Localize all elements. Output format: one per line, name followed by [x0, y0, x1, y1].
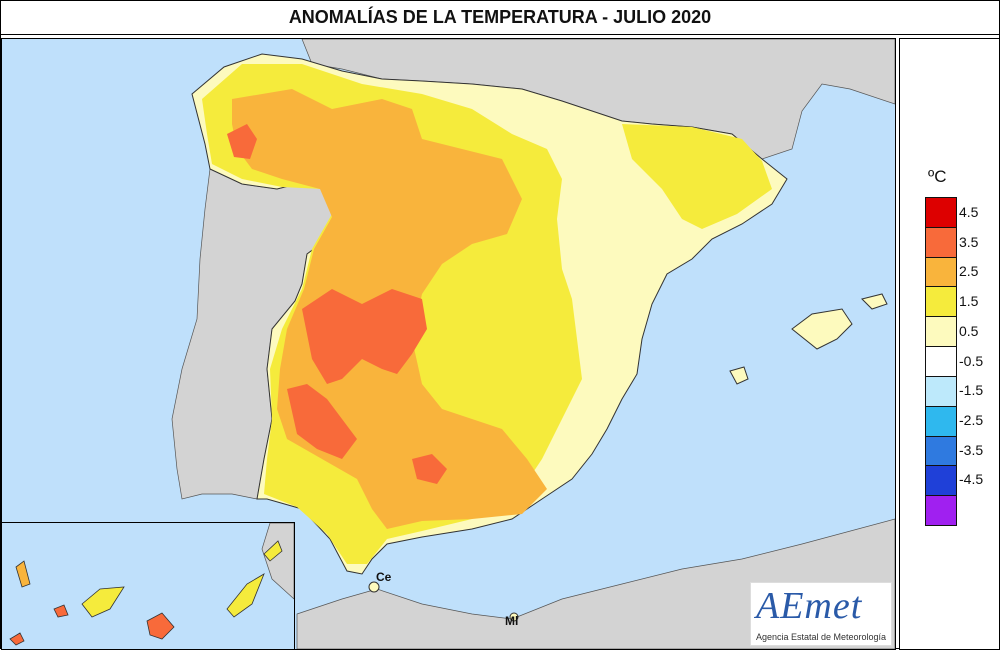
balearic-islands: [791, 308, 853, 350]
canary-island-tenerife: [81, 586, 125, 618]
aemet-logo-wordmark: AEmet: [756, 585, 863, 627]
legend-tick-label: -0.5: [959, 352, 984, 369]
canary-island-fuerteventura: [226, 573, 265, 618]
legend-tick-label: 2.5: [959, 263, 979, 280]
legend-swatch: [926, 287, 956, 318]
ceuta-label: Ce: [376, 570, 392, 584]
legend-tick-label: -1.5: [959, 382, 984, 399]
legend-swatch: [926, 257, 956, 288]
legend-unit: ºC: [928, 167, 947, 186]
canary-island-lagomera: [53, 604, 69, 618]
legend-tick-label: 3.5: [959, 233, 979, 250]
canary-island-lapalma: [15, 560, 31, 588]
aemet-logo: AEmet Agencia Estatal de Meteorología: [750, 582, 892, 646]
legend-tick-label: 1.5: [959, 293, 979, 310]
legend-swatch: [926, 198, 956, 228]
melilla-marker: [509, 612, 519, 622]
legend-color-scale: [925, 197, 957, 526]
legend-swatch: [926, 376, 956, 407]
africa-land: [296, 518, 895, 649]
legend-tick-label: -3.5: [959, 441, 984, 458]
legend-swatch: [926, 466, 956, 497]
balearic-islands-menorca: [861, 293, 888, 310]
legend-swatch: [926, 227, 956, 258]
legend-tick-label: 4.5: [959, 203, 979, 220]
anomaly-3p5-galicia: [227, 124, 257, 159]
anomaly-3p5-central: [412, 454, 447, 484]
legend-swatch: [926, 436, 956, 467]
legend-tick-label: -4.5: [959, 471, 984, 488]
ceuta-marker: [368, 581, 380, 593]
legend-tick-label: 0.5: [959, 322, 979, 339]
anomaly-3p5-zone: [302, 289, 427, 384]
balearic-islands-ibiza: [729, 366, 749, 385]
map-title: ANOMALÍAS DE LA TEMPERATURA - JULIO 2020: [0, 0, 1000, 35]
aemet-logo-subtitle: Agencia Estatal de Meteorología: [755, 632, 887, 642]
canary-island-grancanaria: [146, 612, 175, 640]
map-canvas: [2, 39, 895, 649]
anomaly-3p5-south: [287, 384, 357, 459]
canary-island-hierro: [9, 632, 25, 646]
legend-swatch: [926, 406, 956, 437]
melilla-label: Ml: [505, 614, 519, 628]
anomaly-map: [1, 38, 896, 650]
legend-swatch: [926, 496, 956, 525]
legend-tick-label: -2.5: [959, 411, 984, 428]
anomaly-1p5-east: [622, 124, 772, 229]
legend-swatch: [926, 317, 956, 348]
canary-island-lanzarote: [263, 540, 283, 562]
legend-panel: ºC 4.5 3.5 2.5 1.5 0.5 -0.5 -1.5 -2.5 -3.5 -4.5: [899, 38, 1000, 650]
legend-swatch: [926, 347, 956, 377]
canary-africa: [261, 522, 295, 600]
